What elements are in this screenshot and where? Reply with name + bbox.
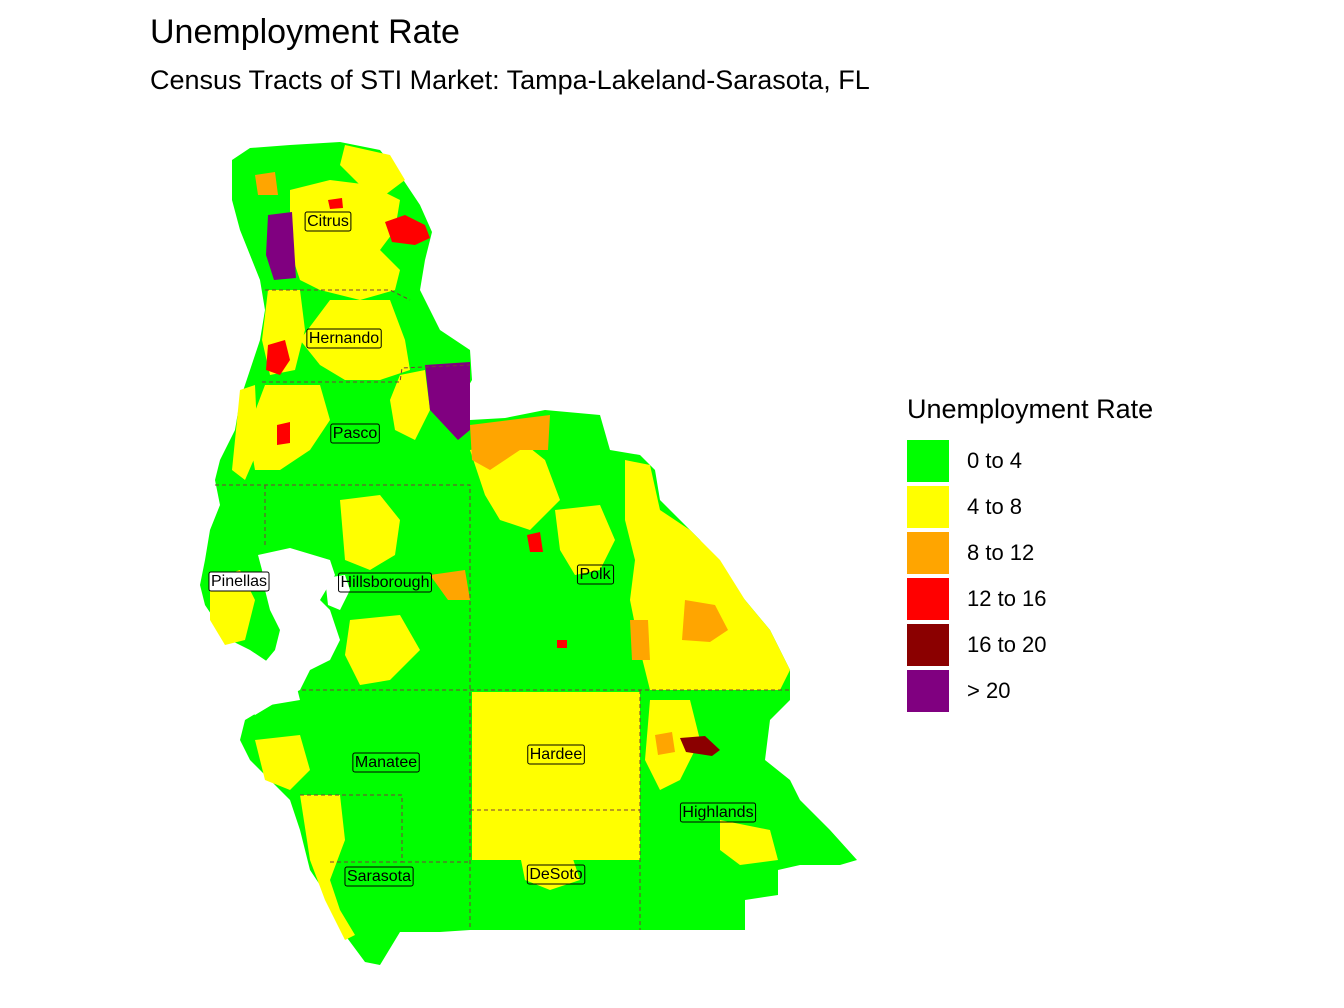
hardee-north-yellow [472, 692, 640, 712]
legend-item: 0 to 4 [907, 438, 1153, 484]
county-label-box [208, 571, 270, 592]
county-label-text: DeSoto [529, 866, 582, 883]
county-label-text: Citrus [307, 213, 349, 230]
county-label-text: Manatee [355, 754, 417, 771]
citrus-purple [266, 212, 296, 280]
sarasota-yellow [300, 795, 355, 940]
county-label-text: Pinellas [211, 573, 267, 590]
county-label-hardee: Hardee [527, 744, 585, 765]
polk-red-south [557, 640, 567, 648]
legend-item: 16 to 20 [907, 622, 1153, 668]
county-label-highlands: Highlands [679, 802, 757, 823]
citrus-north-yellow [340, 145, 405, 195]
county-label-hernando: Hernando [306, 328, 382, 349]
legend-swatch [907, 578, 949, 620]
legend-title: Unemployment Rate [907, 394, 1154, 424]
county-labels: Citrus Hernando Pasco Pinellas Hillsborough P… [208, 211, 757, 887]
county-label-text: Hernando [309, 330, 379, 347]
legend-swatch [907, 624, 949, 666]
desoto-yellow [520, 850, 580, 890]
polk-west-orange [630, 620, 650, 660]
county-label-text: Hardee [530, 746, 583, 763]
legend-item: 8 to 12 [907, 530, 1153, 576]
map-regions [200, 142, 857, 965]
county-label-box [527, 744, 585, 765]
county-label-box [338, 572, 432, 593]
county-label-box [330, 423, 380, 444]
citrus-red-small [328, 198, 343, 209]
county-label-sarasota: Sarasota [344, 866, 414, 887]
hillsborough-orange [430, 570, 470, 600]
highlands-orange [655, 732, 675, 755]
legend-label: 12 to 16 [967, 586, 1047, 611]
bay-inlet [325, 575, 350, 610]
tampa-bay-water [235, 548, 340, 715]
county-label-text: Pasco [333, 425, 378, 442]
polk-east-orange [682, 600, 728, 642]
legend-item: 4 to 8 [907, 484, 1153, 530]
polk-east-yellow [625, 460, 790, 690]
county-boundaries [215, 289, 790, 930]
county-label-box [576, 564, 615, 585]
legend-swatch [907, 532, 949, 574]
county-label-polk: Polk [576, 564, 615, 585]
county-label-box [352, 752, 420, 773]
legend-label: 0 to 4 [967, 448, 1023, 473]
pasco-east-yellow [390, 370, 430, 440]
citrus-red-east [385, 215, 430, 245]
pasco-red [277, 422, 290, 445]
county-label-hillsborough: Hillsborough [338, 572, 432, 593]
manatee-yellow [255, 735, 310, 790]
map-subtitle: Census Tracts of STI Market: Tampa-Lakel… [150, 65, 870, 95]
county-label-pinellas: Pinellas [208, 571, 270, 592]
county-label-box [679, 802, 757, 823]
county-label-text: Polk [579, 566, 611, 583]
legend-items: 0 to 4 4 to 8 8 to 12 12 to 16 16 to 20 > 20 [907, 438, 1153, 714]
legend-swatch [907, 440, 949, 482]
polk-center-yellow [555, 505, 615, 575]
legend-label: 8 to 12 [967, 540, 1035, 565]
highlands-south-yellow [720, 820, 778, 865]
legend: Unemployment Rate 0 to 4 4 to 8 8 to 12 12 … [907, 392, 1153, 714]
legend-label: 16 to 20 [967, 632, 1047, 657]
legend-label: > 20 [967, 678, 1011, 703]
hernando-red [266, 340, 290, 375]
county-label-pasco: Pasco [330, 423, 380, 444]
hillsborough-yellow [340, 495, 400, 570]
county-label-citrus: Citrus [304, 211, 352, 232]
hernando-yellow [300, 300, 410, 380]
map-title: Unemployment Rate [150, 13, 460, 51]
county-label-text: Sarasota [347, 868, 411, 885]
polk-red [527, 532, 543, 552]
hillsborough-south-yellow [345, 615, 420, 685]
county-label-box [526, 864, 586, 885]
county-label-desoto: DeSoto [526, 864, 586, 885]
county-label-text: Hillsborough [341, 574, 430, 591]
hardee-yellow [472, 710, 640, 860]
legend-swatch [907, 670, 949, 712]
legend-swatch [907, 486, 949, 528]
county-label-text: Highlands [682, 804, 753, 821]
county-label-box [344, 866, 414, 887]
county-label-box [304, 211, 352, 232]
pasco-purple [425, 362, 470, 440]
county-label-manatee: Manatee [352, 752, 420, 773]
legend-item: > 20 [907, 668, 1153, 714]
legend-label: 4 to 8 [967, 494, 1023, 519]
highlands-darkred [680, 736, 720, 756]
polk-north-orange [470, 415, 550, 470]
county-label-box [306, 328, 382, 349]
legend-item: 12 to 16 [907, 576, 1153, 622]
citrus-yellow [290, 180, 400, 300]
citrus-orange [255, 172, 278, 195]
coast-yellow [232, 385, 258, 480]
